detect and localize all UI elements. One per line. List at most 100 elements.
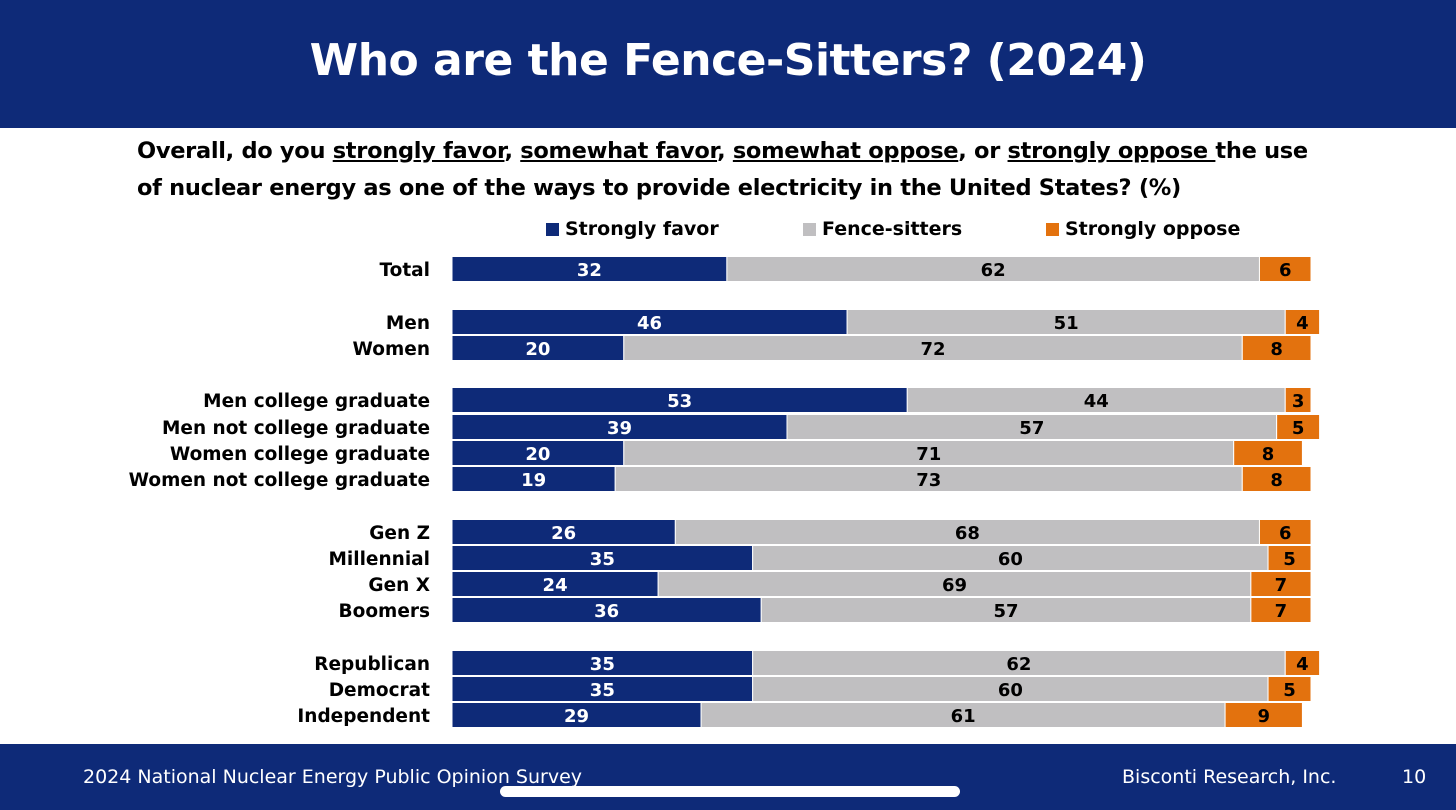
bar-segment-strongly-favor (451, 466, 616, 492)
data-label: 6 (1279, 260, 1292, 281)
bar-segment-strongly-favor (451, 650, 754, 676)
question-part-2: , (504, 138, 521, 164)
bar-segment-strongly-oppose (1276, 414, 1321, 440)
data-label: 29 (564, 706, 589, 727)
bar-segment-strongly-oppose (1250, 597, 1312, 623)
category-label: Total (379, 260, 430, 281)
data-label: 8 (1270, 470, 1283, 491)
data-label: 57 (1019, 418, 1044, 439)
category-label: Women not college graduate (129, 470, 430, 491)
category-label: Men college graduate (203, 391, 430, 412)
category-label: Millennial (329, 549, 431, 570)
bar-segment-strongly-oppose (1258, 256, 1312, 282)
legend-label-fence-sitters: Fence-sitters (822, 218, 963, 240)
bar-segment-strongly-favor (451, 676, 754, 702)
data-label: 72 (921, 339, 946, 360)
data-label: 7 (1275, 575, 1288, 596)
data-label: 8 (1262, 444, 1275, 465)
data-label: 5 (1283, 680, 1296, 701)
legend-label-strongly-favor: Strongly favor (565, 218, 719, 240)
legend-swatch-fence-sitters (803, 222, 816, 236)
bar-segment-strongly-oppose (1267, 545, 1312, 571)
data-label: 35 (590, 549, 615, 570)
question-part-8: the use of nuclear energy as one of the … (137, 138, 1308, 201)
category-label: Women college graduate (170, 444, 430, 465)
survey-question: Overall, do you strongly favor, somewhat… (137, 133, 1337, 207)
home-indicator (500, 786, 960, 797)
data-label: 7 (1275, 601, 1288, 622)
data-label: 32 (577, 260, 602, 281)
data-label: 62 (1006, 654, 1031, 675)
category-label: Men (386, 313, 430, 334)
legend-label-strongly-oppose: Strongly oppose (1065, 218, 1241, 240)
bar-segment-fence-sitters (760, 597, 1252, 623)
data-label: 60 (998, 549, 1023, 570)
question-part-3: somewhat favor (520, 138, 718, 164)
bar-segment-strongly-oppose (1250, 571, 1312, 597)
data-label: 36 (594, 601, 619, 622)
bar-segment-strongly-oppose (1233, 440, 1303, 466)
chart-legend: Strongly favor Fence-sitters Strongly op… (0, 214, 1456, 244)
page-number: 10 (1402, 766, 1427, 788)
bar-segment-strongly-favor (451, 414, 788, 440)
data-label: 71 (916, 444, 941, 465)
bar-segment-strongly-oppose (1267, 676, 1312, 702)
bar-segment-fence-sitters (846, 309, 1286, 335)
category-label: Women (353, 339, 430, 360)
legend-item-strongly-favor: Strongly favor (546, 214, 719, 244)
data-label: 9 (1257, 706, 1270, 727)
data-label: 4 (1296, 313, 1309, 334)
bar-segment-strongly-oppose (1284, 650, 1321, 676)
data-label: 26 (551, 523, 576, 544)
bar-segment-strongly-favor (451, 309, 848, 335)
category-label: Men not college graduate (162, 418, 430, 439)
data-label: 44 (1084, 391, 1109, 412)
footer-bar: 2024 National Nuclear Energy Public Opin… (0, 744, 1456, 810)
data-label: 39 (607, 418, 632, 439)
bar-segment-strongly-oppose (1241, 335, 1312, 361)
data-label: 51 (1054, 313, 1079, 334)
category-label: Boomers (339, 601, 430, 622)
category-label: Independent (297, 706, 430, 727)
question-part-7: strongly oppose (1007, 138, 1216, 164)
data-label: 57 (994, 601, 1019, 622)
question-part-0: Overall, do you (137, 138, 333, 164)
question-part-1: strongly favor (332, 138, 505, 164)
question-part-5: somewhat oppose (732, 138, 959, 164)
legend-item-fence-sitters: Fence-sitters (803, 214, 962, 244)
data-label: 5 (1283, 549, 1296, 570)
category-label: Gen Z (369, 523, 430, 544)
category-label: Republican (314, 654, 430, 675)
data-label: 69 (942, 575, 967, 596)
bar-segment-strongly-favor (451, 387, 908, 413)
data-label: 61 (951, 706, 976, 727)
bar-segment-fence-sitters (614, 466, 1243, 492)
bar-segment-fence-sitters (674, 519, 1260, 545)
bar-segment-fence-sitters (726, 256, 1260, 282)
question-part-4: , (717, 138, 733, 164)
data-label: 4 (1296, 654, 1309, 675)
bar-segment-strongly-favor (451, 545, 754, 571)
footer-survey-name: 2024 National Nuclear Energy Public Opin… (83, 766, 583, 788)
bar-segment-strongly-oppose (1241, 466, 1312, 492)
data-label: 46 (637, 313, 662, 334)
bar-segment-strongly-oppose (1284, 309, 1321, 335)
data-label: 24 (543, 575, 568, 596)
data-label: 35 (590, 680, 615, 701)
bar-segment-fence-sitters (700, 702, 1226, 728)
data-label: 35 (590, 654, 615, 675)
bar-segment-fence-sitters (752, 650, 1286, 676)
bar-segment-strongly-favor (451, 256, 728, 282)
question-part-6: , or (958, 138, 1008, 164)
data-label: 20 (525, 339, 550, 360)
bar-segment-strongly-favor (451, 440, 625, 466)
bar-segment-strongly-oppose (1284, 387, 1312, 413)
legend-item-strongly-oppose: Strongly oppose (1046, 214, 1240, 244)
data-label: 8 (1270, 339, 1283, 360)
bar-segment-strongly-oppose (1258, 519, 1312, 545)
data-label: 20 (525, 444, 550, 465)
data-label: 60 (998, 680, 1023, 701)
data-label: 5 (1292, 418, 1305, 439)
data-label: 73 (916, 470, 941, 491)
